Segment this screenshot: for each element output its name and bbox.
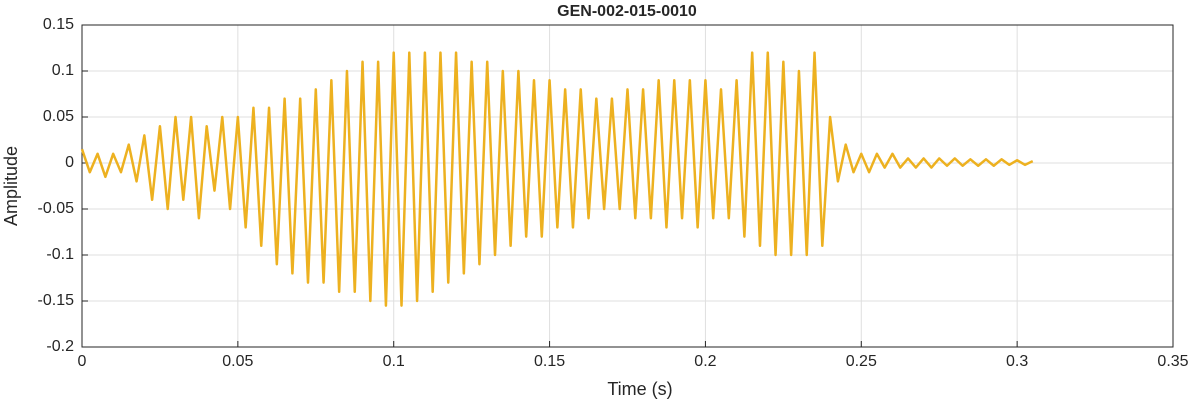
x-tick-label: 0.15: [534, 353, 565, 370]
y-tick-label: -0.1: [46, 246, 74, 263]
x-tick-label: 0.3: [1006, 353, 1028, 370]
x-tick-label: 0.05: [222, 353, 253, 370]
y-axis-label: Amplitude: [1, 146, 21, 226]
chart-title: GEN-002-015-0010: [557, 3, 697, 20]
y-tick-label: 0.15: [43, 16, 74, 33]
y-tick-label: 0.1: [52, 62, 74, 79]
x-tick-label: 0: [78, 353, 87, 370]
plot-box: [81, 24, 1174, 348]
y-tick-label: 0: [65, 154, 74, 171]
x-axis-label: Time (s): [607, 379, 672, 399]
waveform-line: [80, 51, 1034, 307]
plot-area: [82, 25, 1173, 347]
y-tick-label: -0.15: [38, 292, 75, 309]
y-tick-label: 0.05: [43, 108, 74, 125]
x-tick-label: 0.2: [694, 353, 716, 370]
x-tick-label: 0.1: [383, 353, 405, 370]
x-tick-label: 0.35: [1157, 353, 1188, 370]
x-tick-label: 0.25: [846, 353, 877, 370]
y-tick-label: -0.2: [46, 338, 74, 355]
y-tick-label: -0.05: [38, 200, 75, 217]
